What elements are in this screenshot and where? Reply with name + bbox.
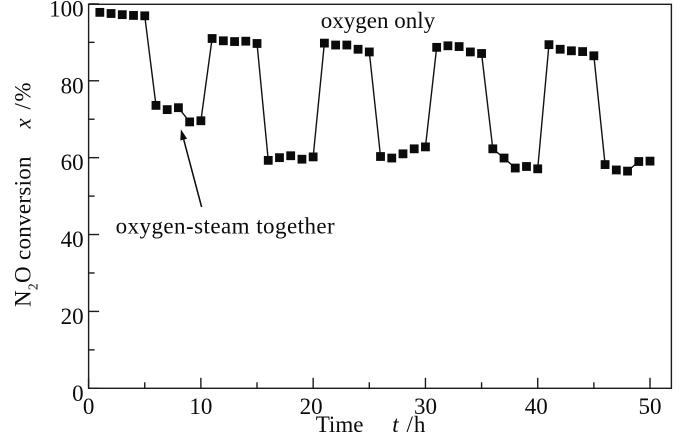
svg-text:0: 0: [72, 381, 84, 406]
svg-text:x /%: x /%: [11, 81, 36, 130]
svg-text:60: 60: [61, 150, 84, 175]
svg-text:40: 40: [61, 227, 84, 252]
svg-text:20: 20: [300, 394, 323, 419]
svg-text:100: 100: [49, 0, 84, 21]
svg-text:oxygen-steam together: oxygen-steam together: [116, 214, 336, 239]
svg-text:10: 10: [189, 394, 212, 419]
svg-text:t /h: t /h: [392, 412, 426, 437]
svg-text:Time: Time: [316, 412, 364, 437]
svg-text:80: 80: [61, 73, 84, 98]
svg-text:20: 20: [61, 304, 84, 329]
svg-text:40: 40: [525, 394, 548, 419]
svg-text:0: 0: [83, 394, 95, 419]
svg-text:oxygen only: oxygen only: [321, 8, 436, 33]
svg-text:50: 50: [639, 394, 662, 419]
svg-text:30: 30: [414, 394, 437, 419]
